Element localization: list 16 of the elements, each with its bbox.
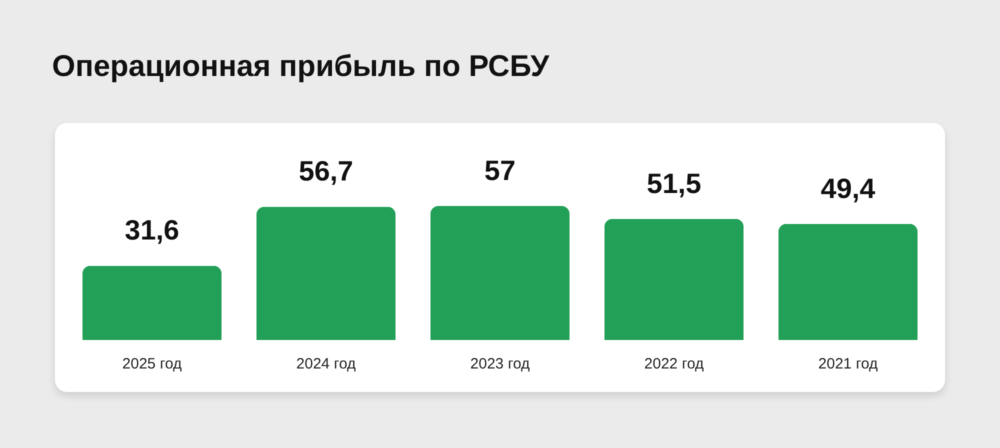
data-label: 51,5	[646, 168, 702, 199]
x-tick-label: 2021 год	[818, 356, 878, 372]
chart-title: Операционная прибыль по РСБУ	[52, 50, 550, 84]
bar	[604, 218, 744, 340]
x-tick-label: 2022 год	[644, 356, 704, 372]
bar	[82, 266, 222, 340]
x-tick-label: 2023 год	[470, 356, 530, 372]
bar	[256, 206, 396, 340]
bar	[778, 224, 918, 340]
data-label: 49,4	[820, 172, 876, 204]
x-tick-label: 2025 год	[122, 356, 182, 372]
data-label: 56,7	[298, 156, 354, 187]
bar	[430, 206, 570, 340]
data-label: 57	[484, 155, 516, 186]
x-tick-label: 2024 год	[296, 356, 356, 372]
data-label: 31,6	[124, 214, 180, 246]
